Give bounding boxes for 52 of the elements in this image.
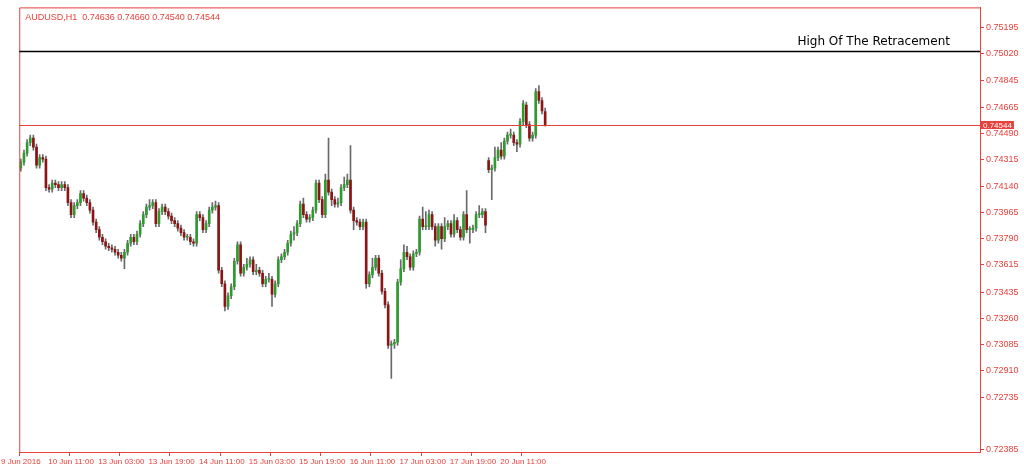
x-tick-label: 13 Jun 03:00 — [98, 457, 145, 466]
y-tick-label: 0.74490 — [986, 128, 1019, 139]
candlestick — [170, 212, 173, 225]
candlestick — [185, 233, 189, 241]
candlestick — [302, 197, 305, 219]
candlestick — [440, 223, 443, 250]
candlestick — [189, 233, 192, 246]
x-tick-label: 20 Jun 11:00 — [500, 457, 547, 466]
candlestick — [484, 208, 487, 234]
x-tick-label: 17 Jun 19:00 — [449, 457, 497, 466]
candlestick — [173, 217, 176, 228]
candlestick — [54, 179, 57, 188]
x-tick-label: 14 Jun 11:00 — [198, 457, 246, 466]
y-tick-label: 0.73790 — [986, 233, 1019, 244]
y-tick-label: 0.73260 — [986, 312, 1019, 323]
x-tick-label: 10 Jun 11:00 — [48, 457, 95, 466]
candlestick — [346, 173, 349, 188]
y-tick-label: 0.75020 — [986, 48, 1019, 59]
y-tick-label: 0.73965 — [986, 206, 1019, 217]
y-tick-label: 0.75195 — [986, 22, 1019, 33]
x-tick-label: 16 Jun 11:00 — [349, 457, 396, 466]
y-tick-label: 0.73085 — [986, 339, 1019, 350]
y-tick-label: 0.74845 — [986, 74, 1019, 85]
candlestick — [195, 211, 198, 247]
candlestick — [79, 190, 82, 206]
candlestick — [214, 200, 217, 211]
candlestick — [38, 154, 41, 169]
y-tick-label: 0.74665 — [986, 101, 1019, 112]
y-tick-label: 0.74315 — [986, 154, 1019, 165]
candlestick — [167, 208, 170, 220]
x-tick-label: 13 Jun 19:00 — [148, 457, 196, 466]
candlestick — [82, 190, 85, 202]
candlestick — [192, 238, 195, 247]
ref-line-label: 0.74544 — [983, 120, 1013, 130]
text: AUDUSD,H1 0.74636 0.74660 0.74540 0.74544 — [25, 12, 220, 23]
candlestick — [239, 241, 242, 277]
y-tick-label: 0.73615 — [986, 259, 1019, 270]
candlestick — [60, 181, 63, 191]
x-tick-label: 15 Jun 03:00 — [248, 457, 296, 466]
y-tick-label: 0.72385 — [986, 444, 1019, 455]
x-tick-label: 17 Jun 03:00 — [399, 457, 447, 466]
x-tick-label: 9 Jun 2016 — [1, 457, 42, 466]
y-tick-label: 0.72735 — [986, 391, 1019, 402]
y-tick-label: 0.73435 — [986, 286, 1019, 297]
x-tick-label: 15 Jun 19:00 — [299, 457, 346, 466]
y-tick-label: 0.74140 — [986, 180, 1019, 191]
y-tick-label: 0.72910 — [986, 365, 1019, 376]
candlestick — [57, 181, 60, 191]
candlestick — [261, 269, 264, 288]
annotation: High Of The Retracement — [797, 34, 951, 49]
candlestick — [481, 208, 484, 219]
candlestick — [104, 238, 107, 250]
